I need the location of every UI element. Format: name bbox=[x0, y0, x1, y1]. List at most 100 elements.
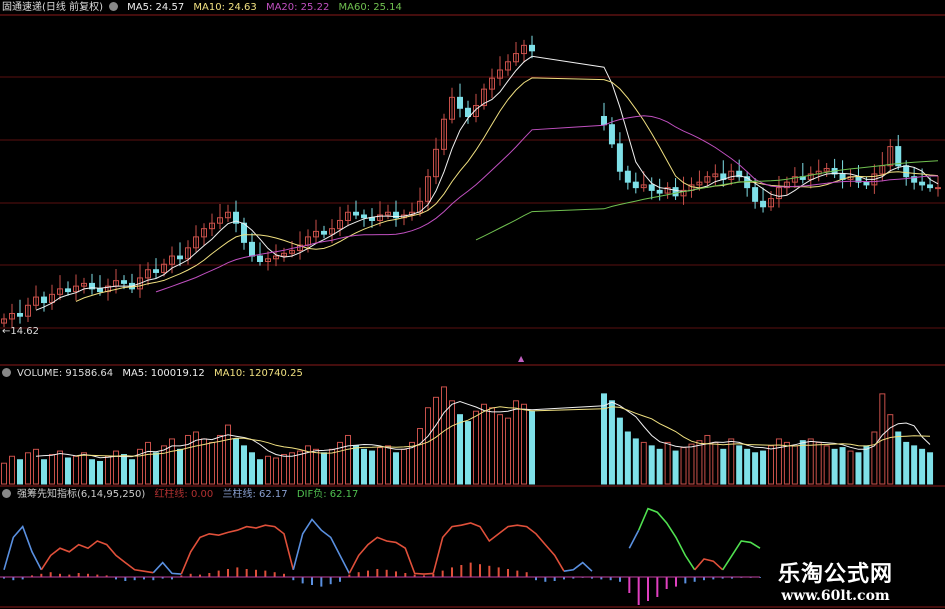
candle-body bbox=[65, 288, 71, 293]
volume-bar bbox=[81, 452, 87, 485]
candle-body bbox=[177, 255, 183, 260]
volume-bar bbox=[736, 445, 743, 485]
volume-bar bbox=[704, 434, 711, 485]
volume-bar bbox=[441, 386, 447, 485]
indicator-line-red bbox=[432, 522, 565, 574]
candle-body bbox=[640, 184, 647, 189]
candle-body bbox=[680, 189, 687, 197]
volume-ma10-line bbox=[75, 406, 931, 457]
ma-line-ma20 bbox=[155, 115, 938, 293]
main-chart-header: 固通速递(日线 前复权) MA5: 24.57 MA10: 24.63 MA20… bbox=[2, 1, 408, 15]
volume-bar bbox=[601, 393, 607, 485]
candle-body bbox=[273, 255, 279, 260]
volume-bar bbox=[513, 400, 519, 485]
volume-bar bbox=[839, 447, 846, 485]
indicator-line-red bbox=[180, 524, 295, 575]
volume-bar bbox=[297, 450, 303, 485]
candle-body bbox=[153, 269, 159, 273]
candle-body bbox=[1, 318, 7, 324]
volume-bar bbox=[361, 448, 367, 485]
volume-bar bbox=[473, 410, 479, 485]
candle-body bbox=[81, 282, 87, 287]
candle-body bbox=[521, 44, 527, 55]
candle-body bbox=[281, 252, 287, 257]
volume-bar bbox=[672, 450, 679, 485]
volume-bar bbox=[664, 441, 671, 485]
candle-body bbox=[903, 165, 910, 178]
volume-bar bbox=[688, 443, 695, 485]
volume-bar bbox=[529, 410, 535, 485]
candle-body bbox=[17, 312, 23, 317]
volume-bar bbox=[409, 441, 415, 485]
volume-ma5-line bbox=[35, 400, 931, 459]
candle-body bbox=[233, 211, 239, 224]
candle-body bbox=[704, 176, 711, 183]
candle-body bbox=[345, 211, 351, 221]
volume-bar bbox=[57, 450, 63, 485]
candle-body bbox=[361, 214, 367, 219]
volume-bar bbox=[337, 441, 343, 485]
volume-bar bbox=[887, 414, 894, 485]
candle-body bbox=[73, 285, 79, 293]
volume-bar bbox=[249, 452, 255, 485]
candle-body bbox=[193, 236, 199, 249]
candle-body bbox=[297, 244, 303, 252]
candle-body bbox=[775, 187, 782, 200]
candle-body bbox=[608, 124, 615, 145]
candle-body bbox=[672, 187, 679, 197]
volume-bar bbox=[895, 431, 902, 485]
candle-body bbox=[329, 228, 335, 235]
candle-body bbox=[449, 96, 455, 120]
volume-bar bbox=[401, 448, 407, 485]
candle-body bbox=[513, 53, 519, 63]
settings-circle-icon[interactable] bbox=[108, 2, 118, 11]
watermark-title: 乐淘公式网 bbox=[778, 562, 894, 587]
volume-value: VOLUME: 91586.64 bbox=[17, 368, 114, 379]
volume-bar bbox=[153, 452, 159, 485]
volume-bar bbox=[97, 460, 103, 485]
volume-bar bbox=[791, 445, 798, 485]
candle-body bbox=[209, 222, 215, 230]
indicator-line-blue bbox=[3, 525, 43, 571]
candle-body bbox=[911, 176, 918, 183]
volume-bar bbox=[656, 448, 663, 485]
candle-body bbox=[529, 44, 535, 52]
candle-body bbox=[505, 61, 511, 71]
marker-icon: ▲ bbox=[518, 354, 525, 363]
volume-bar bbox=[823, 445, 830, 485]
settings-circle-icon[interactable] bbox=[2, 368, 11, 377]
volume-bar bbox=[257, 459, 263, 485]
candle-body bbox=[927, 184, 934, 189]
volume-bar bbox=[425, 407, 431, 485]
watermark-url: www.60lt.com bbox=[781, 588, 890, 604]
ma10-value: MA10: 24.63 bbox=[193, 2, 257, 13]
indicator-line-green bbox=[722, 540, 761, 571]
candle-body bbox=[369, 217, 375, 221]
dif-value: DIF负: 62.17 bbox=[296, 489, 359, 500]
candle-body bbox=[489, 77, 495, 90]
volume-bar bbox=[449, 400, 455, 485]
volume-bar bbox=[89, 459, 95, 485]
settings-circle-icon[interactable] bbox=[2, 489, 11, 498]
volume-bar bbox=[919, 448, 926, 485]
candle-body bbox=[895, 146, 902, 167]
candle-body bbox=[616, 143, 623, 172]
candle-body bbox=[265, 258, 271, 263]
candle-body bbox=[41, 296, 47, 304]
volume-bar bbox=[177, 448, 183, 485]
blue-bar-value: 兰柱线: 62.17 bbox=[222, 489, 288, 500]
candle-body bbox=[752, 187, 759, 202]
candle-body bbox=[768, 198, 774, 208]
volume-bar bbox=[113, 450, 119, 485]
candle-body bbox=[632, 181, 639, 189]
volume-bar bbox=[760, 450, 767, 485]
volume-bar bbox=[783, 441, 790, 485]
candle-body bbox=[289, 250, 295, 254]
volume-bar bbox=[640, 441, 647, 485]
candle-body bbox=[321, 230, 327, 235]
candle-body bbox=[121, 280, 127, 284]
volume-bar bbox=[49, 454, 55, 485]
volume-bar bbox=[281, 454, 287, 485]
stock-title: 固通速递(日线 前复权) bbox=[2, 2, 103, 13]
volume-bar bbox=[831, 448, 838, 485]
